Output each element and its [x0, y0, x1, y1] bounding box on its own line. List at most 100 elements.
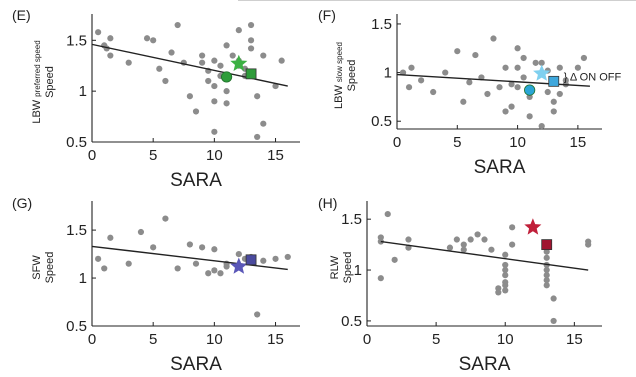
- data-point: [199, 59, 206, 66]
- data-point: [508, 103, 515, 110]
- y-tick-label: 0.5: [341, 313, 362, 330]
- y-axis-label-sub: preferred speed: [33, 40, 42, 96]
- regression-line: [396, 73, 590, 87]
- data-point: [508, 81, 515, 88]
- data-point: [186, 241, 193, 248]
- x-axis-label: SARA: [459, 354, 511, 375]
- data-point: [490, 35, 497, 42]
- data-point: [101, 265, 108, 272]
- y-tick-label: 1.5: [66, 222, 87, 239]
- data-point: [278, 57, 285, 64]
- y-tick-label: 1: [79, 270, 87, 287]
- data-point: [543, 272, 550, 279]
- data-point: [460, 246, 467, 253]
- y-axis-label-second: Speed: [44, 252, 56, 284]
- data-point: [474, 231, 481, 238]
- data-point: [211, 98, 218, 105]
- data-point: [460, 98, 467, 105]
- data-point: [247, 21, 255, 29]
- regression-line: [380, 240, 589, 271]
- data-point: [107, 35, 114, 42]
- data-point: [484, 90, 491, 98]
- data-point: [247, 45, 255, 52]
- data-point: [408, 64, 415, 71]
- data-point: [544, 88, 551, 96]
- data-point: [162, 215, 169, 222]
- data-point: [514, 45, 521, 52]
- panel-label: (H): [318, 195, 337, 211]
- data-point: [211, 246, 218, 253]
- y-axis-label: SFW: [31, 255, 43, 280]
- data-point: [174, 21, 181, 29]
- y-axis-label-sub: slow speed: [335, 42, 344, 82]
- data-point: [260, 52, 267, 59]
- data-point: [453, 236, 460, 243]
- x-tick-label: 5: [432, 331, 440, 348]
- data-point: [532, 59, 539, 66]
- data-point: [211, 57, 218, 64]
- data-point: [223, 100, 230, 107]
- data-point: [502, 251, 509, 258]
- data-point: [585, 241, 592, 248]
- data-point: [488, 246, 495, 253]
- data-point: [502, 261, 509, 269]
- highlight-square: [548, 75, 560, 87]
- data-point: [156, 65, 163, 72]
- data-point: [543, 266, 550, 274]
- data-point: [223, 263, 230, 270]
- data-point: [260, 257, 267, 264]
- data-point: [168, 49, 175, 56]
- data-point: [502, 266, 509, 274]
- x-axis-label: SARA: [170, 354, 222, 375]
- data-point: [143, 35, 151, 42]
- y-axis-label: LBW slow speed: [333, 42, 345, 109]
- data-point: [514, 64, 521, 71]
- x-tick-label: 15: [267, 147, 284, 164]
- data-point: [556, 64, 563, 71]
- y-tick-label: 1: [384, 65, 392, 82]
- data-point: [502, 272, 509, 279]
- y-tick-label: 1.5: [341, 211, 362, 228]
- data-point: [107, 234, 114, 241]
- data-point: [430, 88, 437, 96]
- x-tick-label: 10: [206, 331, 223, 348]
- data-point: [272, 255, 279, 262]
- data-point: [162, 77, 169, 85]
- data-point: [186, 93, 193, 100]
- data-point: [454, 48, 461, 55]
- data-point: [223, 88, 230, 95]
- data-point: [217, 270, 224, 277]
- data-point: [405, 236, 412, 243]
- data-point: [211, 267, 218, 274]
- data-point: [211, 82, 218, 90]
- data-point: [107, 52, 114, 59]
- data-point: [460, 241, 467, 248]
- data-point: [446, 244, 454, 251]
- x-tick-label: 5: [149, 331, 157, 348]
- data-point: [550, 98, 557, 105]
- y-axis-label: RLW: [329, 255, 341, 279]
- data-point: [520, 74, 527, 81]
- data-point: [125, 260, 132, 267]
- y-tick-label: 1.5: [66, 32, 87, 49]
- data-point: [502, 282, 509, 289]
- data-point: [272, 82, 279, 90]
- x-tick-label: 0: [88, 331, 96, 348]
- data-point: [467, 236, 474, 243]
- data-point: [199, 52, 206, 59]
- data-point: [95, 255, 102, 262]
- highlight-square: [245, 68, 257, 80]
- panel-label: (G): [12, 195, 32, 211]
- highlight-star: [524, 218, 542, 235]
- data-point: [211, 128, 218, 135]
- data-point: [543, 277, 550, 284]
- data-point: [205, 77, 212, 85]
- data-point: [550, 295, 557, 302]
- y-tick-label: 0.5: [66, 134, 87, 151]
- x-tick-label: 0: [393, 134, 401, 151]
- data-point: [550, 317, 557, 325]
- data-point: [205, 270, 212, 277]
- highlight-square: [541, 239, 553, 251]
- data-point: [543, 282, 550, 289]
